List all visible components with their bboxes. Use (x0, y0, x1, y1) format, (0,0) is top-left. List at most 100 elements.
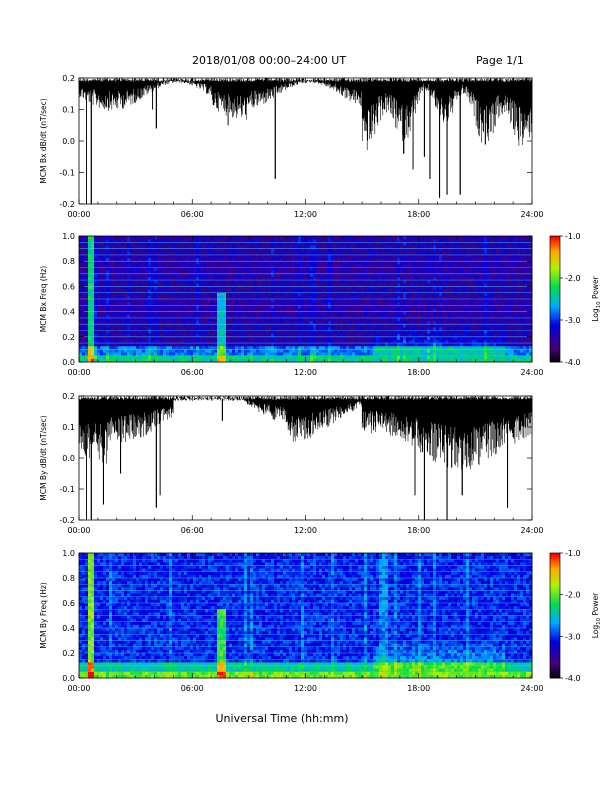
spectrogram-cell (232, 330, 236, 335)
spectrogram-cell (160, 321, 164, 325)
spectrogram-cell (223, 245, 227, 249)
spectrogram-cell (130, 327, 134, 331)
spectrogram-cell (322, 330, 326, 335)
spectrogram-cell (343, 358, 347, 363)
spectrogram-cell (184, 343, 188, 347)
spectrogram-cell (304, 251, 308, 256)
spectrogram-cell (169, 343, 173, 347)
spectrogram-cell (361, 330, 365, 335)
spectrogram-cell (79, 339, 83, 344)
spectrogram-cell (208, 289, 212, 294)
spectrogram-cell (142, 355, 146, 360)
spectrogram-cell (313, 270, 317, 275)
spectrogram-cell (253, 339, 257, 344)
spectrogram-cell (409, 327, 413, 331)
spectrogram-cell (385, 305, 389, 309)
spectrogram-cell (397, 346, 401, 350)
spectrogram-cell (424, 273, 428, 278)
spectrogram-cell (319, 317, 323, 322)
spectrogram-cell (121, 308, 125, 312)
spectrogram-cell (181, 346, 185, 350)
spectrogram-cell (211, 239, 215, 243)
spectrogram-cell (388, 305, 392, 309)
spectrogram-cell (130, 299, 134, 303)
spectrogram-cell (391, 349, 395, 353)
spectrogram-cell (361, 324, 365, 328)
spectrogram-cell (310, 270, 314, 275)
spectrogram-cell (235, 251, 239, 256)
spectrogram-cell (145, 343, 149, 347)
spectrogram-cell (325, 276, 329, 281)
spectrogram-cell (424, 239, 428, 243)
spectrogram-cell (409, 258, 413, 262)
spectrogram-cell (160, 317, 164, 322)
spectrogram-cell (427, 355, 431, 360)
spectrogram-cell (118, 321, 122, 325)
spectrogram-cell (115, 245, 119, 249)
spectrogram-cell (160, 273, 164, 278)
spectrogram-cell (202, 258, 206, 262)
spectrogram-cell (439, 305, 443, 309)
spectrogram-cell (313, 289, 317, 294)
spectrogram-cell (229, 333, 233, 338)
spectrogram-cell (187, 267, 191, 272)
spectrogram-cell (328, 264, 332, 268)
spectrogram-cell (94, 343, 98, 347)
spectrogram-cell (334, 270, 338, 275)
spectrogram-cell (331, 324, 335, 328)
spectrogram-cell (334, 355, 338, 360)
spectrogram-cell (100, 261, 104, 265)
spectrogram-cell (322, 267, 326, 272)
spectrogram-cell (334, 245, 338, 249)
spectrogram-cell (202, 299, 206, 303)
spectrogram-cell (274, 236, 278, 240)
spectrogram-cell (85, 286, 89, 290)
spectrogram-cell (100, 324, 104, 328)
spectrogram-cell (352, 330, 356, 335)
spectrogram-cell (250, 280, 254, 284)
spectrogram-cell (412, 273, 416, 278)
spectrogram-cell (226, 248, 230, 253)
spectrogram-cell (358, 352, 362, 357)
spectrogram-cell (142, 280, 146, 284)
spectrogram-cell (88, 336, 92, 341)
spectrogram-cell (235, 289, 239, 294)
spectrogram-cell (364, 289, 368, 294)
spectrogram-cell (256, 258, 260, 262)
spectrogram-cell (334, 242, 338, 246)
spectrogram-cell (292, 276, 296, 281)
spectrogram-cell (445, 289, 449, 294)
spectrogram-cell (217, 251, 221, 256)
spectrogram-cell (196, 254, 200, 259)
spectrogram-cell (166, 314, 170, 319)
spectrogram-cell (94, 248, 98, 253)
spectrogram-cell (97, 336, 101, 341)
spectrogram-cell (337, 308, 341, 312)
spectrogram-cell (442, 280, 446, 284)
spectrogram-cell (253, 236, 257, 240)
spectrogram-cell (400, 299, 404, 303)
spectrogram-cell (397, 289, 401, 294)
spectrogram-cell (433, 311, 437, 316)
spectrogram-cell (316, 276, 320, 281)
spectrogram-cell (271, 343, 275, 347)
spectrogram-cell (358, 317, 362, 322)
spectrogram-cell (325, 295, 329, 300)
spectrogram-cell (247, 292, 251, 297)
spectrogram-cell (385, 242, 389, 246)
spectrogram-cell (109, 242, 113, 246)
spectrogram-cell (292, 292, 296, 297)
spectrogram-cell (217, 283, 221, 287)
spectrogram-cell (355, 270, 359, 275)
spectrogram-cell (364, 352, 368, 357)
spectrogram-cell (238, 239, 242, 243)
spectrogram-cell (85, 327, 89, 331)
spectrogram-cell (319, 339, 323, 344)
spectrogram-cell (247, 261, 251, 265)
spectrogram-cell (211, 289, 215, 294)
spectrogram-cell (322, 346, 326, 350)
spectrogram-cell (97, 352, 101, 357)
spectrogram-cell (409, 314, 413, 319)
spectrogram-cell (172, 251, 176, 256)
spectrogram-cell (412, 270, 416, 275)
